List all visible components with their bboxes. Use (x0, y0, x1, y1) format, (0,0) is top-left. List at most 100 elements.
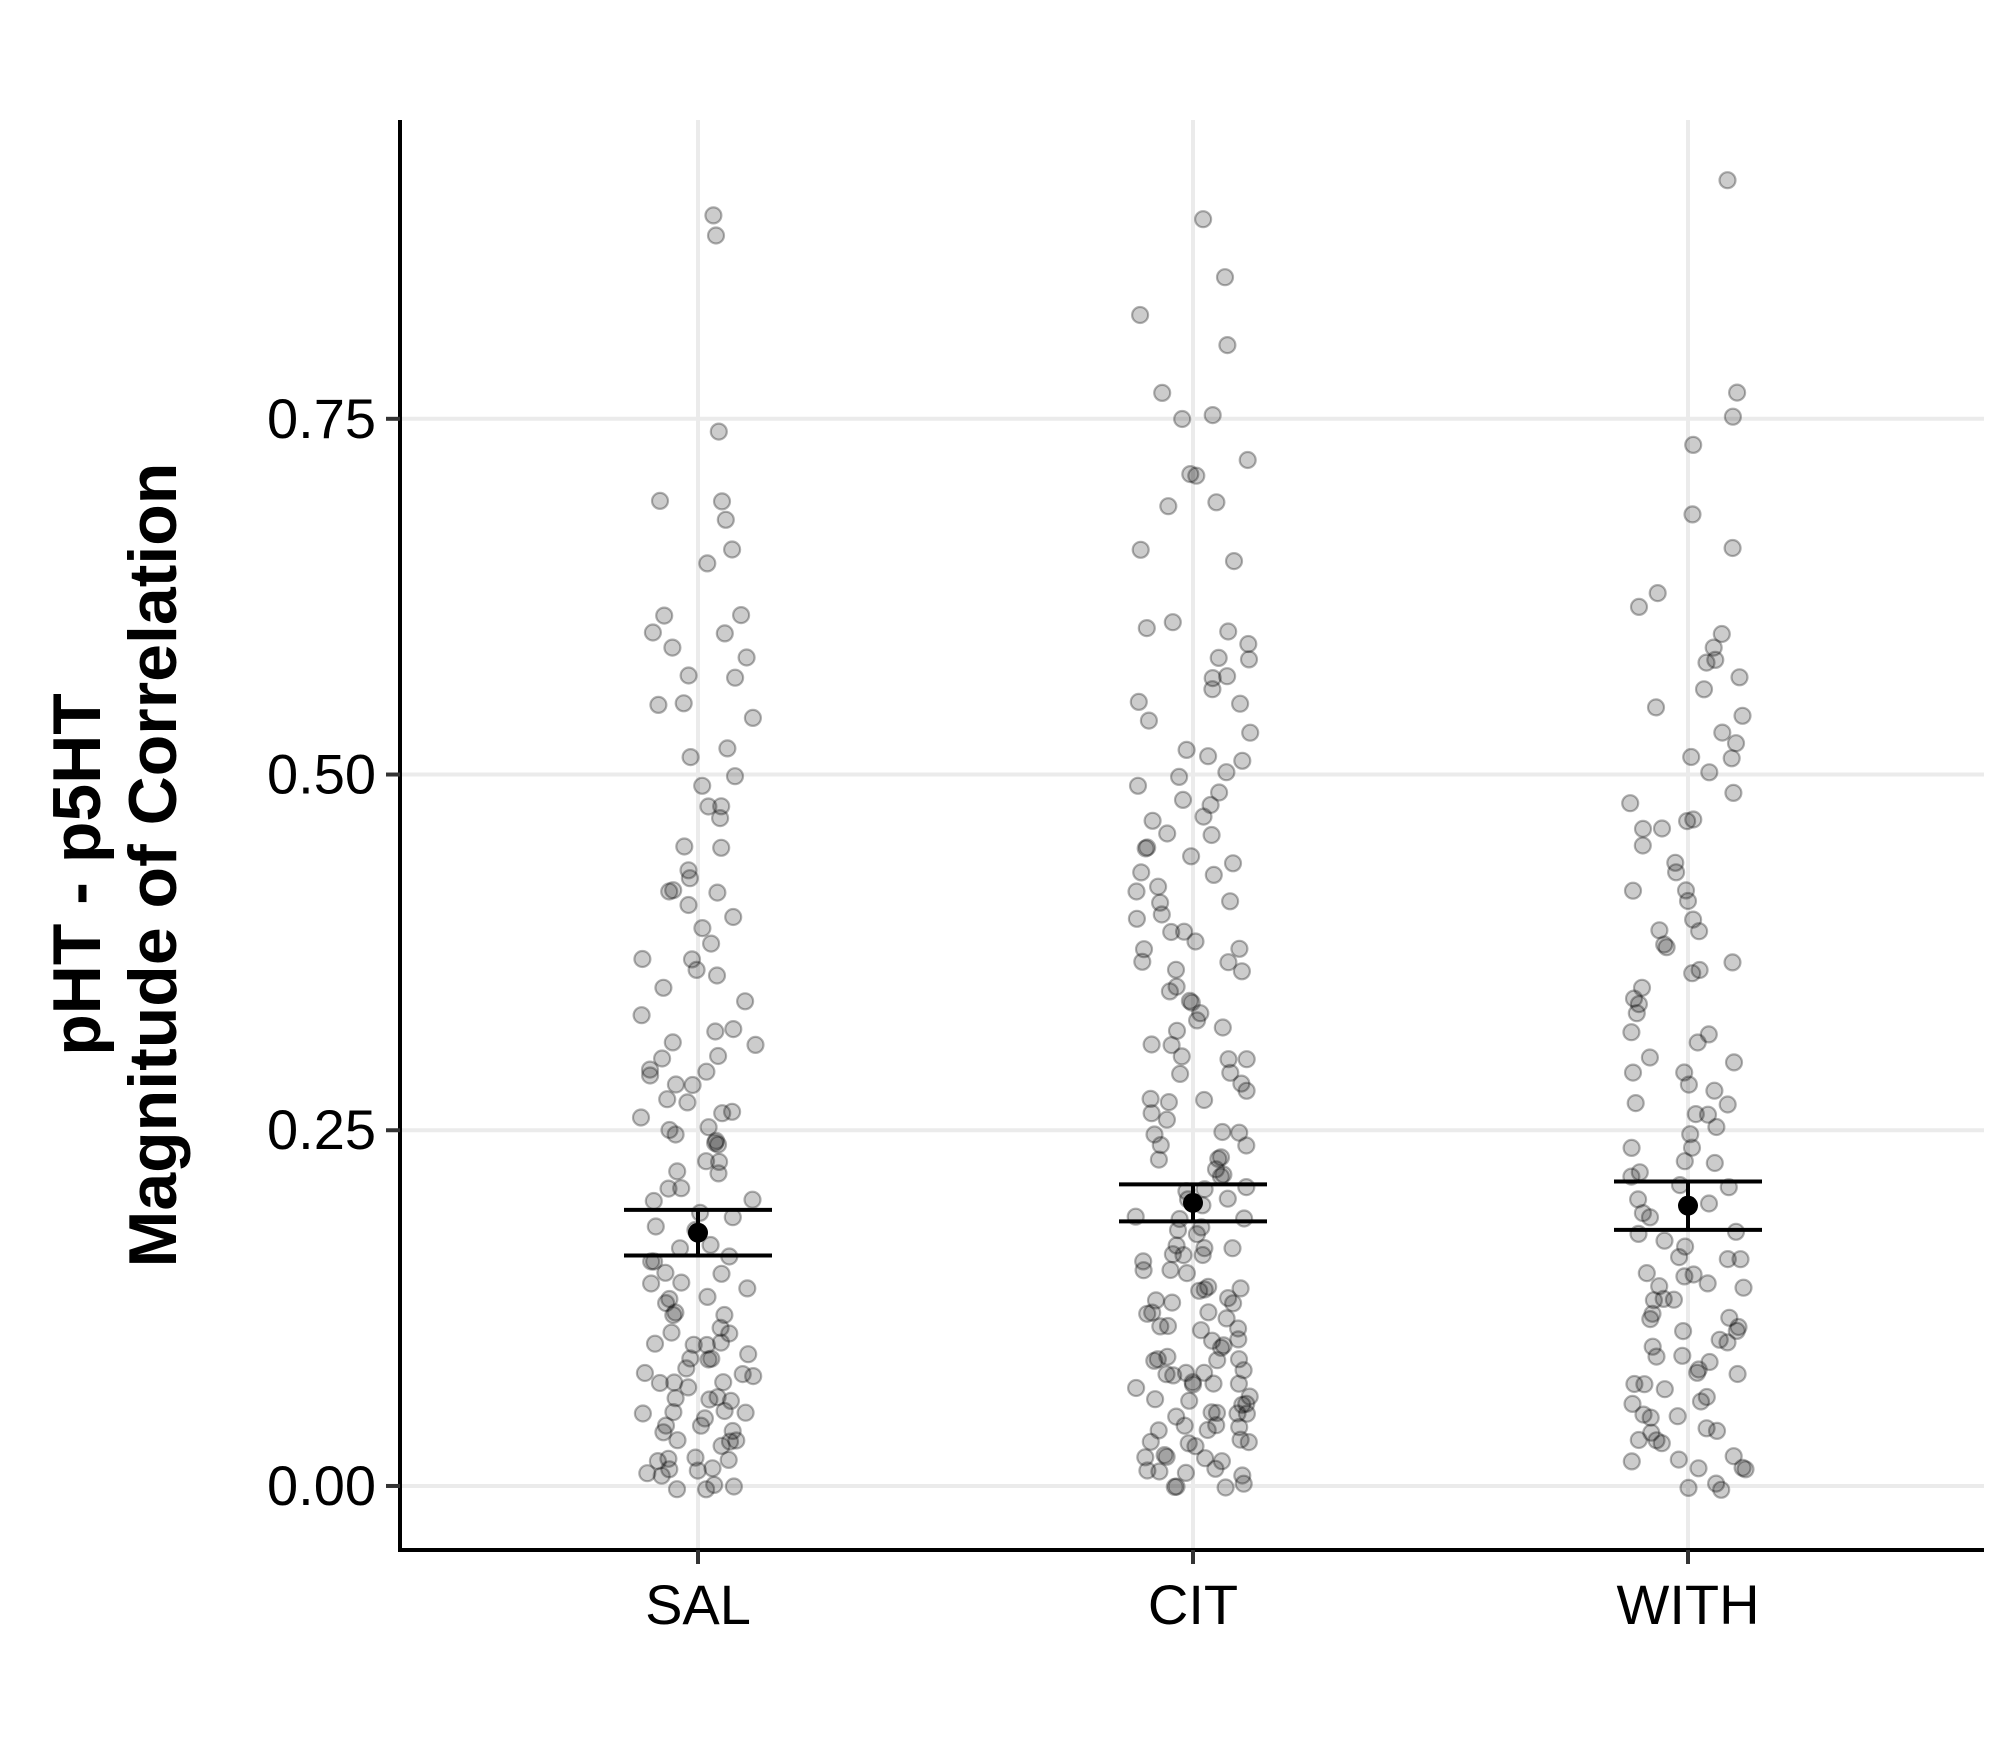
data-point (1644, 1291, 1664, 1310)
data-point (1220, 892, 1240, 911)
data-point (1713, 723, 1732, 742)
data-point (1710, 1330, 1729, 1349)
data-point (1212, 1452, 1232, 1471)
data-point (1734, 1278, 1753, 1297)
data-point (1707, 1421, 1727, 1441)
data-point (1666, 853, 1685, 872)
data-point (1179, 1434, 1198, 1453)
data-point (1181, 847, 1201, 866)
data-point (1218, 336, 1237, 355)
data-point (1655, 1380, 1674, 1399)
data-point (1162, 922, 1181, 942)
data-point (664, 1402, 683, 1422)
data-point (1159, 497, 1178, 516)
data-point (1158, 1347, 1177, 1366)
data-point (1211, 1338, 1231, 1357)
data-point (1167, 1407, 1186, 1426)
data-point (1718, 1249, 1737, 1269)
data-point (1152, 905, 1171, 924)
data-point (1136, 839, 1155, 858)
axis-layer (386, 120, 1984, 1564)
data-point (712, 1436, 731, 1456)
data-point (683, 1075, 702, 1095)
data-point (720, 1432, 740, 1451)
data-point (665, 1373, 684, 1392)
data-point (1629, 994, 1649, 1014)
data-point (697, 1062, 716, 1081)
data-point (1180, 991, 1200, 1011)
data-point (1678, 891, 1698, 911)
data-point (735, 992, 755, 1011)
data-point (1730, 668, 1749, 687)
data-point (662, 1323, 681, 1342)
data-point (1213, 1018, 1232, 1037)
data-point (1207, 1416, 1226, 1435)
mean-point (688, 1222, 708, 1243)
data-point (1136, 1448, 1155, 1467)
data-point (722, 540, 742, 559)
mean-point (1183, 1192, 1203, 1213)
data-point (1176, 1363, 1196, 1383)
data-point (1230, 694, 1250, 713)
data-point (691, 1416, 711, 1435)
data-point (1142, 1035, 1161, 1054)
data-point (1186, 1437, 1205, 1456)
data-point (654, 1423, 673, 1442)
data-point (660, 882, 679, 901)
data-point (1718, 171, 1737, 190)
data-point (1194, 807, 1213, 826)
data-point (675, 837, 694, 856)
data-point (1229, 1330, 1248, 1349)
data-point (1669, 1247, 1689, 1267)
error-bar-with (1614, 1179, 1762, 1232)
data-point (1138, 1461, 1157, 1480)
data-point (641, 1274, 661, 1293)
data-point (711, 1333, 731, 1352)
data-point (737, 648, 756, 667)
data-point (696, 1480, 716, 1499)
data-point (1149, 1421, 1168, 1440)
data-point (1727, 383, 1747, 402)
data-point (1161, 1260, 1180, 1280)
data-point (699, 1118, 718, 1137)
data-point (723, 1421, 742, 1441)
data-point (1172, 1047, 1191, 1066)
grid-layer (400, 120, 1984, 1550)
data-point (1697, 653, 1716, 672)
data-point (666, 1125, 685, 1144)
data-point (656, 1293, 676, 1313)
data-point (632, 1006, 651, 1025)
data-point (1141, 1089, 1160, 1109)
data-point (664, 881, 683, 900)
data-point (1234, 1209, 1254, 1228)
data-point (1699, 1194, 1719, 1213)
data-point (1637, 1263, 1656, 1283)
data-point (1219, 953, 1238, 972)
data-point (1194, 1363, 1214, 1382)
data-point (744, 1366, 763, 1386)
data-point (720, 1324, 739, 1343)
data-point (1633, 836, 1652, 855)
data-point (1675, 1063, 1694, 1082)
data-point (1162, 1293, 1182, 1312)
data-point (1648, 583, 1667, 603)
data-point (1238, 450, 1257, 470)
data-point (668, 1431, 687, 1450)
data-point (1181, 465, 1200, 484)
data-point (1650, 1277, 1669, 1296)
data-point (1217, 763, 1236, 782)
data-point (711, 1318, 730, 1338)
data-point (1655, 1231, 1674, 1250)
data-point (1697, 1419, 1716, 1438)
data-point (1204, 865, 1223, 885)
data-point (1697, 1387, 1716, 1407)
data-point (1640, 1208, 1660, 1227)
data-point (1216, 1478, 1235, 1497)
x-tick-label-sal: SAL (645, 1573, 751, 1636)
data-point (1679, 1478, 1698, 1498)
data-point (743, 1190, 762, 1209)
data-point (1622, 1452, 1641, 1471)
data-point (712, 797, 731, 816)
data-point (1720, 1308, 1739, 1327)
data-point (1228, 1404, 1247, 1423)
